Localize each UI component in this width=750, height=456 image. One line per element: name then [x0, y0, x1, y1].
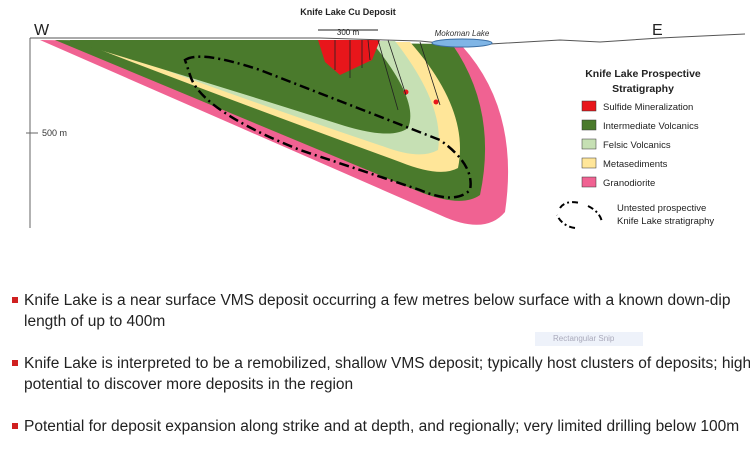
- sulfide-dot: [433, 99, 439, 105]
- deposit-title: Knife Lake Cu Deposit: [300, 7, 396, 17]
- legend-swatch: [581, 157, 597, 169]
- lake: [431, 38, 493, 48]
- untested-stratigraphy: [183, 55, 472, 199]
- snip-overlay: Rectangular Snip: [535, 332, 643, 346]
- legend-label: Felsic Volcanics: [603, 140, 671, 151]
- legend-swatch: [581, 100, 597, 112]
- legend-label: Granodiorite: [603, 178, 655, 189]
- east-label: E: [652, 22, 663, 39]
- bullet: Knife Lake is interpreted to be a remobi…: [12, 353, 750, 395]
- lake-label: Mokoman Lake: [435, 29, 490, 38]
- drill-holes: [334, 39, 441, 111]
- legend: Sulfide Mineralization Intermediate Volca…: [581, 100, 699, 189]
- legend-swatch: [581, 176, 597, 188]
- legend-label: Intermediate Volcanics: [603, 121, 699, 132]
- scale-label: 300 m: [337, 28, 360, 37]
- west-label: W: [34, 22, 50, 39]
- surface: [30, 33, 746, 45]
- bullet: Knife Lake is a near surface VMS deposit…: [12, 290, 750, 332]
- legend-title: Knife Lake Prospective: [585, 68, 701, 80]
- intermediate-volcanics-core: [70, 40, 411, 134]
- bullet: Potential for deposit expansion along st…: [12, 416, 750, 437]
- sulfide-zone: [318, 40, 380, 75]
- legend-dash-icon: [556, 201, 603, 229]
- cross-section: 500 m Mokoman Lake 300 m Knife Lake Cu D…: [26, 7, 746, 229]
- legend-label: Sulfide Mineralization: [603, 102, 693, 113]
- legend-title: Stratigraphy: [612, 83, 674, 95]
- legend-label: Knife Lake stratigraphy: [617, 216, 714, 227]
- legend-swatch: [581, 138, 597, 150]
- legend-swatch: [581, 119, 597, 131]
- legend-label: Metasediments: [603, 159, 668, 170]
- depth-label: 500 m: [42, 128, 67, 138]
- legend-label: Untested prospective: [617, 203, 706, 214]
